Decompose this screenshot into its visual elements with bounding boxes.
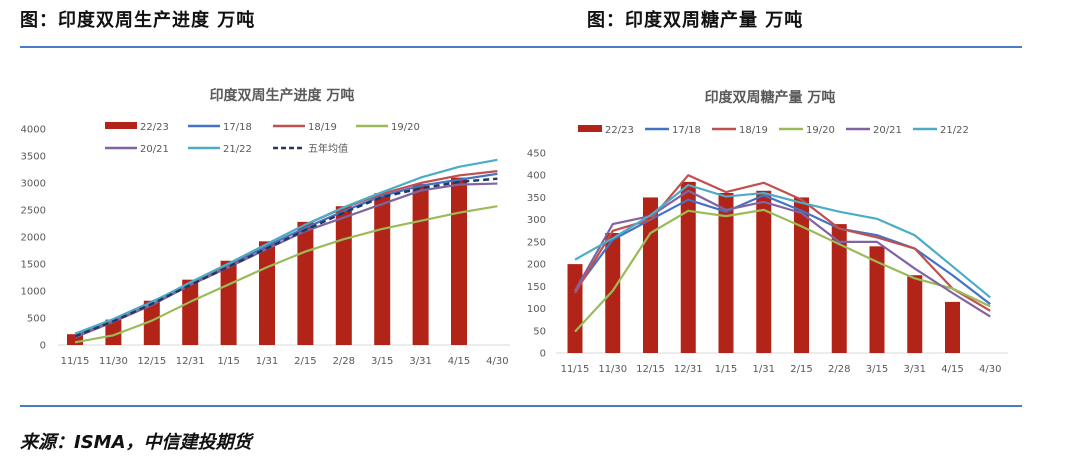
x-tick-label: 3/15 (371, 356, 393, 367)
figure-title-left: 图：印度双周生产进度 万吨 (20, 10, 256, 31)
bar-22-23 (67, 334, 83, 345)
bar-22-23 (259, 241, 275, 345)
legend-label: 20/21 (140, 144, 169, 155)
x-tick-label: 11/15 (61, 356, 90, 367)
bar-22-23 (907, 275, 923, 353)
y-tick-label: 2500 (21, 206, 46, 217)
legend-label: 19/20 (391, 122, 420, 133)
bar-22-23 (374, 193, 391, 345)
legend-label: 17/18 (672, 125, 701, 136)
legend-swatch (578, 125, 602, 132)
series-line-20-21 (574, 189, 991, 318)
y-tick-label: 1500 (21, 260, 46, 271)
y-tick-label: 1000 (21, 287, 46, 298)
legend-label: 22/23 (605, 125, 634, 136)
legend-swatch (105, 122, 137, 129)
legend-label: 20/21 (873, 125, 902, 136)
x-tick-label: 1/31 (753, 364, 775, 375)
legend-label: 21/22 (940, 125, 969, 136)
series-line-21-22 (574, 183, 991, 299)
x-tick-label: 3/31 (904, 364, 926, 375)
series-line-19-20 (574, 208, 991, 333)
bar-22-23 (567, 264, 583, 353)
bar-22-23 (143, 300, 160, 345)
y-tick-label: 400 (527, 171, 546, 182)
series-line-17-18 (574, 194, 991, 305)
y-tick-label: 350 (527, 193, 546, 204)
chart-title: 印度双周糖产量 万吨 (705, 89, 836, 106)
y-tick-label: 450 (527, 149, 546, 160)
y-tick-label: 500 (27, 314, 46, 325)
y-tick-label: 200 (527, 260, 546, 271)
bar-22-23 (451, 177, 467, 345)
bar-22-23 (945, 301, 960, 353)
bar-22-23 (869, 246, 885, 353)
bar-22-23 (756, 190, 772, 353)
x-tick-label: 3/15 (866, 364, 888, 375)
y-tick-label: 0 (40, 341, 46, 352)
x-tick-label: 3/31 (409, 356, 431, 367)
figure-title-right: 图：印度双周糖产量 万吨 (587, 10, 804, 31)
source-note: 来源：ISMA，中信建投期货 (20, 432, 252, 453)
x-tick-label: 4/15 (941, 364, 963, 375)
legend-label: 19/20 (806, 125, 835, 136)
x-tick-label: 2/15 (790, 364, 812, 375)
y-tick-label: 3000 (21, 179, 46, 190)
x-tick-label: 11/30 (598, 364, 627, 375)
x-tick-label: 12/15 (137, 356, 166, 367)
y-tick-label: 4000 (21, 125, 46, 136)
x-tick-label: 12/31 (674, 364, 703, 375)
y-tick-label: 250 (527, 237, 546, 248)
x-tick-label: 1/15 (217, 356, 239, 367)
y-tick-label: 100 (527, 304, 546, 315)
x-tick-label: 2/15 (294, 356, 316, 367)
legend-label: 21/22 (223, 144, 252, 155)
top-divider (20, 46, 1022, 48)
series-line-五年均值 (74, 177, 498, 338)
bar-22-23 (605, 233, 621, 353)
bar-22-23 (831, 224, 847, 353)
x-tick-label: 1/15 (715, 364, 737, 375)
chart-title: 印度双周生产进度 万吨 (210, 87, 355, 104)
y-tick-label: 50 (533, 326, 546, 337)
bar-22-23 (105, 319, 122, 345)
bar-22-23 (182, 279, 199, 345)
y-tick-label: 3500 (21, 152, 46, 163)
x-tick-label: 12/31 (176, 356, 205, 367)
series-line-21-22 (74, 158, 498, 335)
bar-22-23 (718, 193, 734, 353)
x-tick-label: 11/30 (99, 356, 128, 367)
x-tick-label: 4/30 (979, 364, 1001, 375)
series-line-18-19 (574, 174, 991, 312)
bar-22-23 (643, 197, 658, 353)
x-tick-label: 2/28 (333, 356, 355, 367)
y-tick-label: 150 (527, 282, 546, 293)
bar-22-23 (680, 181, 696, 353)
series-line-19-20 (74, 205, 498, 344)
legend-label: 18/19 (739, 125, 768, 136)
x-tick-label: 2/28 (828, 364, 850, 375)
legend-label: 17/18 (223, 122, 252, 133)
x-tick-label: 11/15 (561, 364, 590, 375)
bar-22-23 (794, 197, 809, 353)
bar-22-23 (412, 184, 429, 345)
y-tick-label: 0 (540, 349, 546, 360)
legend-label: 五年均值 (308, 142, 348, 155)
y-tick-label: 300 (527, 215, 546, 226)
y-tick-label: 2000 (21, 233, 46, 244)
legend-label: 18/19 (308, 122, 337, 133)
x-tick-label: 12/15 (636, 364, 665, 375)
x-tick-label: 1/31 (256, 356, 278, 367)
legend-label: 22/23 (140, 122, 169, 133)
x-tick-label: 4/15 (448, 356, 470, 367)
bottom-divider (20, 405, 1022, 407)
x-tick-label: 4/30 (486, 356, 508, 367)
